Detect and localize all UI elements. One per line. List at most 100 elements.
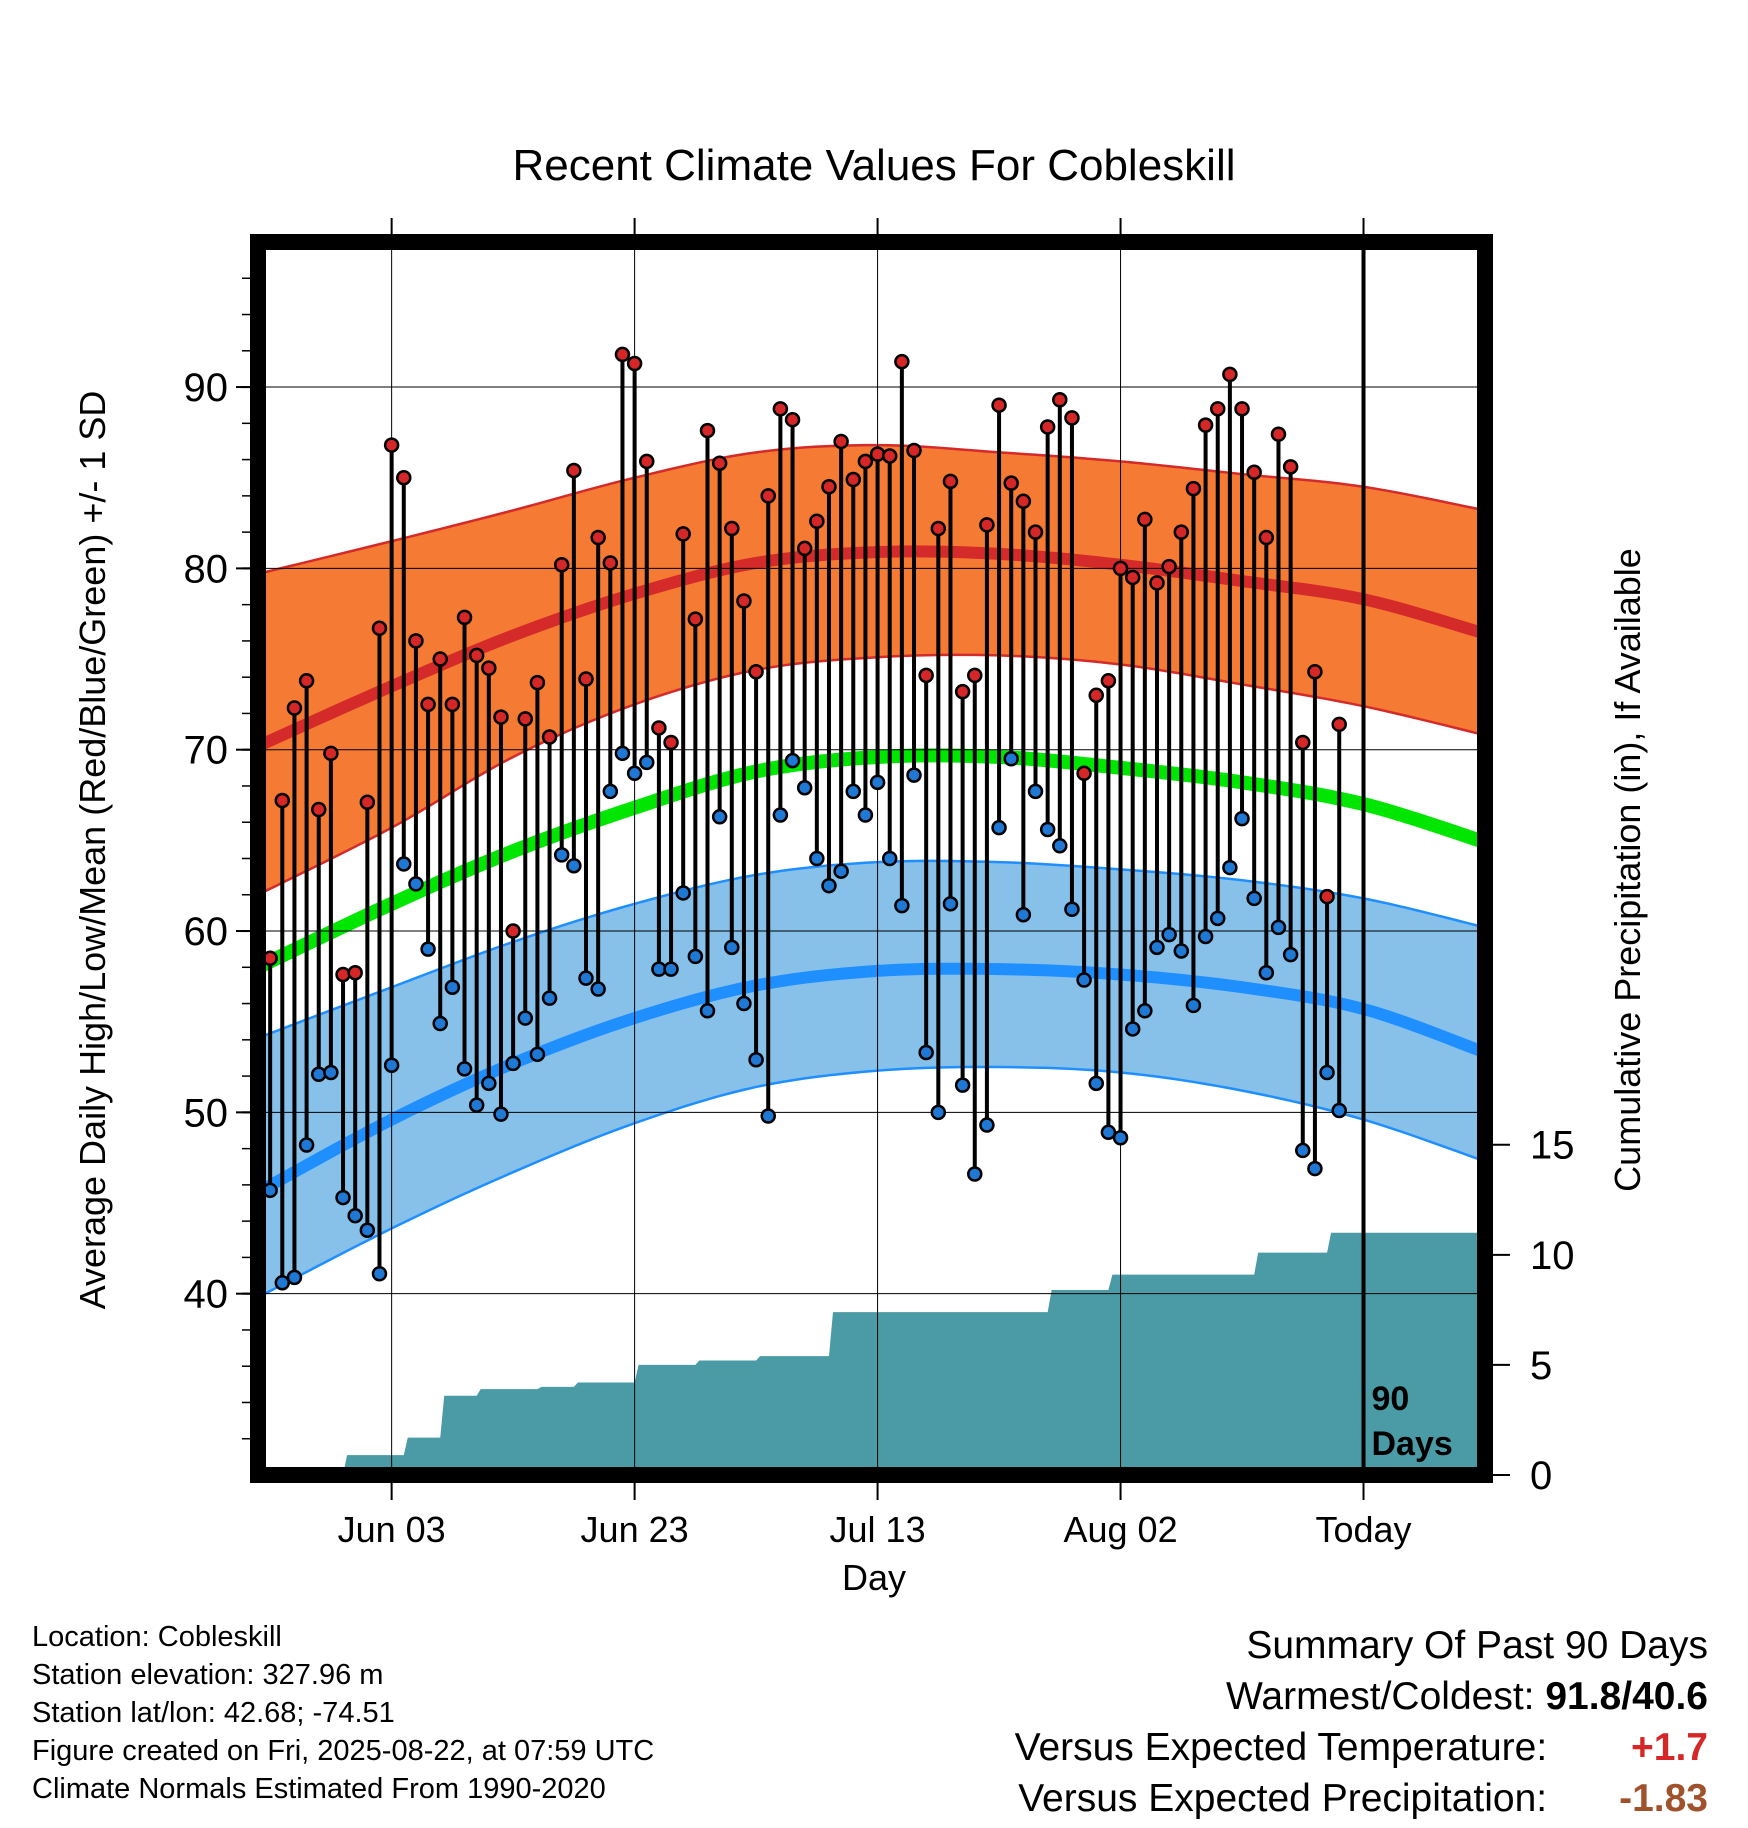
daily-low-point — [675, 885, 691, 901]
daily-high-point — [881, 448, 898, 464]
daily-points — [258, 346, 1347, 1291]
daily-high-point — [857, 453, 874, 470]
daily-low-point — [1015, 906, 1032, 923]
daily-low-point — [967, 1166, 983, 1182]
summary-heading: Summary Of Past 90 Days — [1246, 1624, 1708, 1667]
daily-high-point — [371, 620, 388, 636]
daily-low-point — [420, 941, 436, 957]
today-label-number: 90 — [1372, 1380, 1410, 1418]
daily-high-point — [1027, 524, 1044, 540]
daily-high-point — [967, 667, 983, 684]
daily-high-point — [699, 422, 716, 439]
x-tick-label: Jul 13 — [830, 1509, 926, 1550]
daily-low-point — [1088, 1075, 1104, 1092]
warmest-coldest-row: Warmest/Coldest: 91.8/40.6 — [1015, 1671, 1708, 1722]
daily-low-point — [772, 807, 789, 823]
plot-frame — [250, 234, 1493, 1483]
daily-high-point — [796, 540, 813, 557]
daily-low-point — [1209, 910, 1226, 927]
climate-chart: Recent Climate Values For Cobleskill 90 D… — [72, 141, 1648, 1598]
x-tick-label: Aug 02 — [1063, 1509, 1177, 1550]
precipitation-departure-row: Versus Expected Precipitation: -1.83 — [1015, 1773, 1708, 1824]
temperature-departure-label: Versus Expected Temperature: — [1014, 1726, 1548, 1769]
summary-panel: Summary Of Past 90 Days Warmest/Coldest:… — [1015, 1620, 1708, 1824]
daily-high-point — [310, 801, 327, 818]
daily-low-point — [335, 1189, 351, 1206]
daily-low-point — [954, 1077, 971, 1093]
daily-high-point — [456, 609, 473, 626]
daily-low-point — [602, 783, 619, 800]
daily-low-point — [1307, 1160, 1323, 1177]
daily-low-point — [809, 850, 825, 867]
daily-high-point — [590, 529, 606, 546]
daily-high-point — [626, 355, 643, 372]
daily-low-point — [298, 1137, 315, 1153]
plot-area: 90 Days 40 50 60 70 80 90 0 5 10 15 Jun 03 Jun 23 Jul … — [184, 218, 1575, 1550]
daily-low-point — [396, 856, 412, 872]
daily-low-point — [1161, 926, 1177, 943]
daily-high-point — [1064, 410, 1080, 426]
daily-low-point — [1282, 946, 1299, 963]
daily-high-point — [663, 734, 679, 751]
daily-low-point — [1039, 821, 1056, 838]
daily-high-point — [553, 557, 570, 573]
daily-high-point — [1331, 716, 1347, 733]
normals-text: Climate Normals Estimated From 1990-2020 — [32, 1773, 606, 1805]
daily-low-point — [869, 774, 886, 791]
daily-high-point — [444, 696, 461, 713]
daily-low-point — [639, 754, 655, 771]
daily-low-point — [821, 877, 837, 894]
daily-low-point — [1270, 919, 1287, 936]
daily-high-point — [1076, 765, 1092, 782]
daily-low-point — [930, 1104, 947, 1121]
elevation-text: Station elevation: 327.96 m — [32, 1659, 384, 1691]
daily-high-point — [517, 711, 534, 727]
daily-low-point — [578, 970, 594, 986]
daily-low-point — [1258, 964, 1275, 981]
chart-title: Recent Climate Values For Cobleskill — [512, 141, 1235, 190]
daily-low-point — [699, 1003, 716, 1019]
daily-high-point — [432, 651, 448, 667]
daily-high-point — [784, 411, 801, 428]
daily-high-point — [1295, 734, 1311, 751]
daily-low-point — [481, 1075, 497, 1092]
daily-high-point — [408, 633, 424, 649]
daily-high-point — [347, 964, 363, 981]
daily-low-point — [359, 1222, 376, 1238]
daily-high-point — [687, 611, 704, 627]
daily-low-point — [663, 961, 679, 977]
daily-stems — [258, 354, 1342, 1283]
daily-low-point — [614, 745, 631, 762]
low-sd-band — [258, 860, 1485, 1298]
y-left-tick-label: 80 — [184, 547, 229, 591]
created-text: Figure created on Fri, 2025-08-22, at 07… — [32, 1735, 655, 1767]
y-right-tick-label: 15 — [1530, 1124, 1575, 1168]
daily-low-point — [833, 863, 849, 879]
high-sd-band — [258, 445, 1485, 895]
daily-low-point — [1197, 928, 1214, 945]
daily-low-point — [748, 1052, 764, 1068]
daily-high-point — [1124, 569, 1141, 586]
warmest-coldest-label: Warmest/Coldest: — [1226, 1675, 1535, 1718]
daily-high-point — [541, 729, 558, 745]
daily-high-point — [991, 397, 1007, 413]
y-right-tick-label: 10 — [1530, 1234, 1575, 1278]
daily-low-point — [566, 858, 582, 874]
daily-low-point — [724, 939, 740, 956]
daily-high-point — [1258, 529, 1275, 546]
daily-high-point — [335, 966, 351, 983]
daily-low-point — [626, 765, 643, 782]
daily-high-point — [468, 647, 485, 664]
daily-high-point — [1100, 673, 1117, 689]
daily-low-point — [1222, 859, 1238, 876]
daily-low-point — [1003, 751, 1019, 767]
daily-low-point — [979, 1117, 995, 1133]
daily-low-point — [760, 1108, 776, 1124]
daily-low-point — [894, 897, 910, 914]
daily-high-point — [675, 526, 691, 542]
daily-low-point — [1124, 1021, 1141, 1037]
daily-low-point — [736, 995, 752, 1012]
daily-high-point — [1173, 524, 1190, 540]
daily-high-point — [1282, 459, 1299, 475]
daily-high-point — [736, 593, 752, 609]
